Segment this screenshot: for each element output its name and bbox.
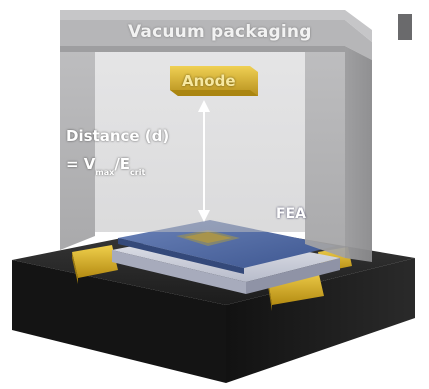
formula-slash: /E [114, 155, 131, 173]
distance-label: Distance (d) [66, 127, 170, 145]
formula-sub-crit: crit [130, 168, 146, 177]
anode-plate [170, 66, 258, 96]
distance-formula: = Vmax/Ecrit [66, 155, 146, 177]
vacuum-package-shell [60, 10, 412, 262]
distance-arrow [198, 100, 210, 222]
anode-label: Anode [182, 72, 236, 90]
formula-prefix: = V [66, 155, 96, 173]
formula-sub-max: max [95, 168, 115, 177]
package-tab [398, 14, 412, 40]
fea-label: FEA [276, 206, 306, 222]
vacuum-packaging-label: Vacuum packaging [128, 22, 312, 42]
